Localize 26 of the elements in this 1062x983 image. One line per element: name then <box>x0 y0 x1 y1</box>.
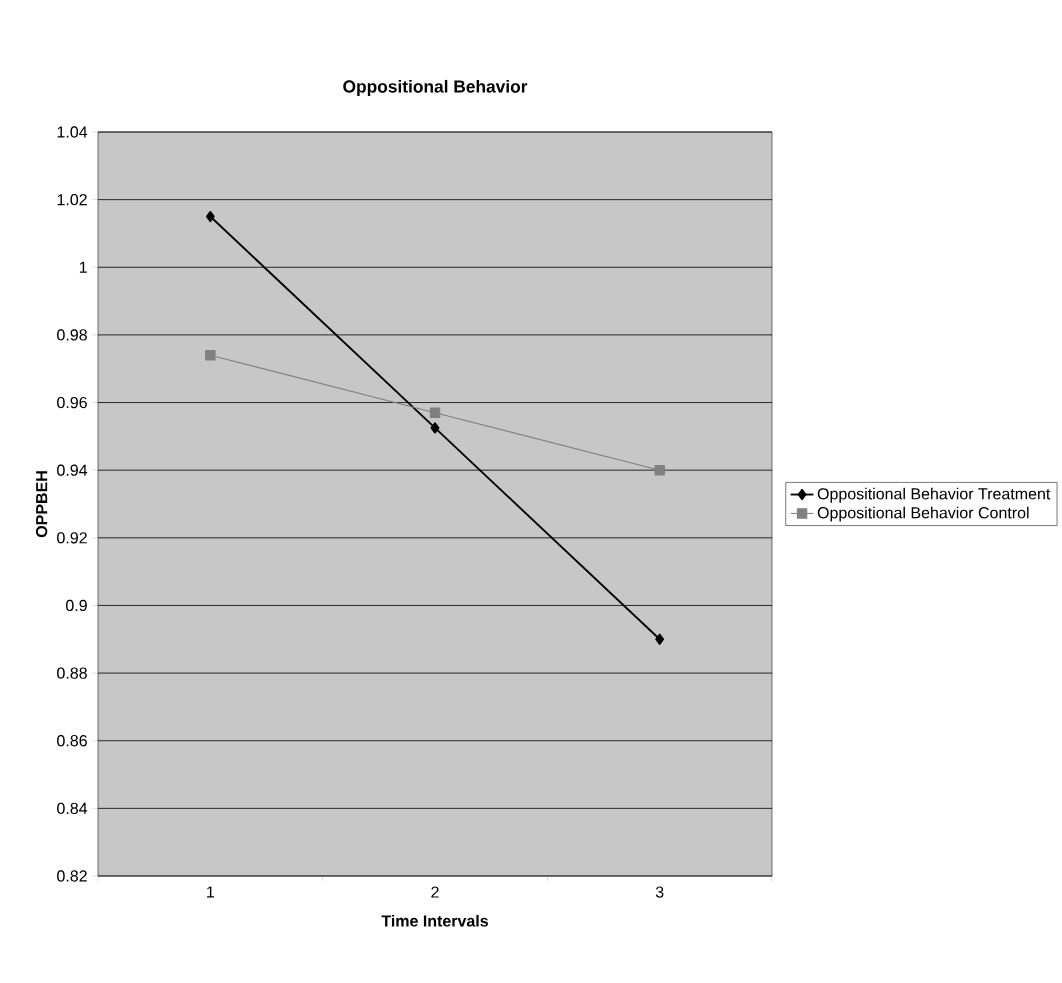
y-tick-label: 0.86 <box>57 735 87 747</box>
y-axis-title: OPPBEH <box>35 471 48 538</box>
chart-title: Oppositional Behavior <box>343 79 528 97</box>
point <box>205 210 215 223</box>
legend-label: Oppositional Behavior Treatment <box>817 487 1051 503</box>
y-tick-label: 0.9 <box>65 599 87 612</box>
x-axis-title: Time Intervals <box>381 914 488 927</box>
y-tick-label: 0.84 <box>57 802 88 815</box>
point <box>655 633 665 645</box>
y-tick-label: 0.98 <box>57 329 87 341</box>
x-tick-label: 3 <box>655 886 664 898</box>
y-tick-label: 1 <box>79 261 87 273</box>
y-tick-label: 0.92 <box>57 532 87 544</box>
y-tick-label: 0.94 <box>57 464 88 476</box>
point <box>430 422 440 434</box>
x-tick-label: 2 <box>431 886 439 898</box>
y-tick-label: 0.88 <box>57 667 87 679</box>
y-tick-label: 0.96 <box>57 396 87 409</box>
y-tick-label: 0.82 <box>57 870 87 882</box>
y-tick-label: 1.04 <box>57 126 88 138</box>
point <box>654 464 665 476</box>
y-tick-label: 1.02 <box>57 193 87 206</box>
point <box>429 407 441 418</box>
point <box>205 349 216 361</box>
legend-label: Oppositional Behavior Control <box>817 506 1029 522</box>
x-tick-label: 1 <box>207 886 214 898</box>
